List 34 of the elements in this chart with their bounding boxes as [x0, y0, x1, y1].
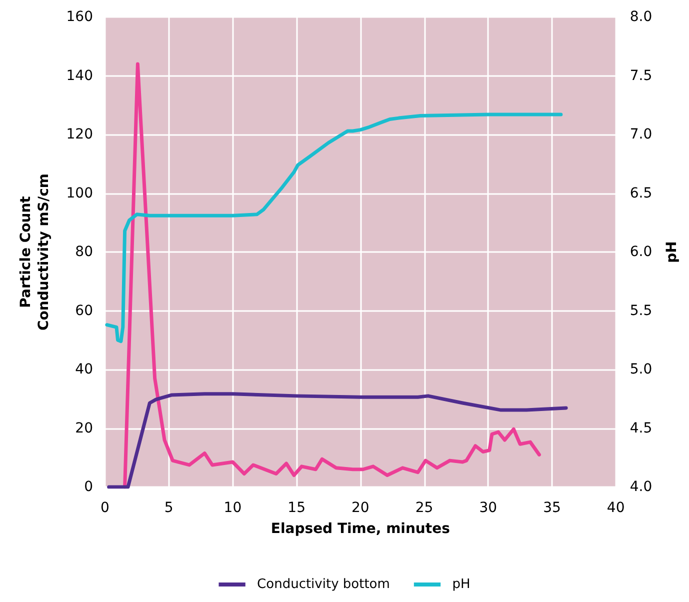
x-tick-label: 20	[352, 500, 370, 516]
y-tick-label: 80	[75, 244, 93, 260]
y2-tick-label: 6.0	[630, 244, 652, 260]
y-tick-label: 100	[66, 185, 93, 202]
x-tick-label: 0	[100, 500, 110, 516]
x-tick-label: 15	[288, 500, 306, 516]
y-tick-label: 20	[75, 420, 93, 436]
y2-tick-label: 6.5	[630, 185, 652, 202]
y2-tick-label: 7.5	[630, 68, 652, 84]
legend-label: pH	[452, 577, 470, 592]
x-tick-label: 40	[606, 500, 625, 516]
y-tick-label: 60	[75, 302, 93, 319]
line-series	[107, 392, 568, 489]
x-tick-label: 30	[479, 500, 498, 516]
y-tick-label: 40	[75, 362, 93, 378]
legend-label: Conductivity bottom	[257, 577, 390, 592]
y2-axis-title: pH	[664, 241, 680, 263]
x-tick-label: 35	[543, 500, 561, 516]
y-tick-label: 120	[66, 126, 93, 142]
y-axis-title: Particle Count Conductivity mS/cm	[18, 174, 52, 330]
x-tick-label: 10	[224, 500, 242, 516]
y-tick-label: 160	[66, 9, 93, 25]
y2-tick-label: 7.0	[630, 126, 652, 142]
x-tick-label: 25	[415, 500, 434, 516]
y2-tick-label: 5.0	[630, 362, 652, 378]
line-series	[105, 112, 563, 344]
y2-tick-label: 8.0	[630, 9, 652, 25]
y2-tick-label: 4.5	[630, 420, 652, 436]
x-tick-label: 5	[164, 500, 174, 516]
y2-tick-label: 5.5	[630, 302, 652, 319]
y-tick-label: 0	[84, 479, 93, 495]
y-tick-label: 140	[66, 68, 93, 84]
y2-tick-label: 4.0	[630, 479, 652, 495]
x-axis-title: Elapsed Time, minutes	[270, 520, 450, 537]
